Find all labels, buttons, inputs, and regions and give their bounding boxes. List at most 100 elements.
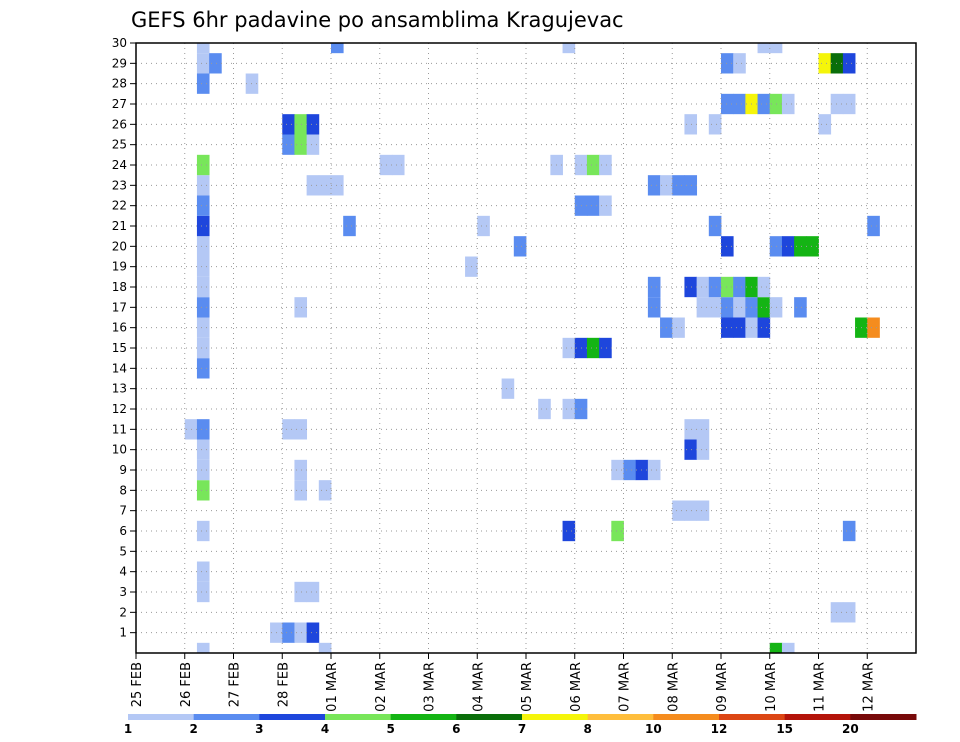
- cell-0: [196, 642, 210, 653]
- cell-132: [721, 53, 734, 74]
- legend-label-12: 12: [711, 722, 728, 736]
- x-tick-label-14: 11 MAR: [813, 662, 828, 712]
- cell-58: [196, 297, 210, 318]
- y-tick-label-20: 20: [112, 239, 127, 253]
- cell-136: [842, 53, 856, 74]
- y-tick-label-19: 19: [112, 260, 127, 274]
- cell-3: [781, 642, 795, 653]
- cell-45: [562, 337, 576, 359]
- cell-109: [586, 154, 600, 176]
- y-tick-label-6: 6: [119, 524, 127, 538]
- cell-77: [757, 276, 771, 298]
- cell-103: [684, 175, 698, 196]
- x-tick-label-3: 28 FEB: [276, 662, 291, 707]
- cell-49: [196, 317, 210, 338]
- legend-swatch-7: [587, 714, 654, 720]
- legend-label-2: 2: [189, 722, 197, 736]
- x-tick-label-0: 25 FEB: [130, 662, 145, 707]
- y-tick-label-28: 28: [112, 77, 127, 91]
- cell-116: [306, 114, 320, 135]
- cell-31: [684, 439, 698, 460]
- cell-60: [647, 297, 661, 318]
- x-tick-label-11: 08 MAR: [666, 662, 681, 712]
- legend-swatch-2: [259, 714, 326, 720]
- cell-128: [196, 73, 210, 94]
- cell-90: [708, 215, 722, 237]
- cell-62: [708, 297, 722, 318]
- cell-20: [696, 500, 710, 521]
- cell-57: [867, 317, 880, 338]
- y-tick-label-18: 18: [112, 280, 127, 294]
- cell-19: [684, 500, 698, 521]
- cell-86: [806, 236, 819, 257]
- y-tick-label-2: 2: [119, 605, 127, 619]
- y-tick-label-3: 3: [119, 585, 127, 599]
- cell-99: [331, 175, 344, 196]
- legend-label-7: 7: [518, 722, 526, 736]
- cell-30: [196, 439, 210, 460]
- cell-59: [294, 297, 308, 318]
- cell-35: [282, 419, 295, 440]
- cell-66: [757, 297, 771, 318]
- cell-115: [294, 114, 308, 135]
- cell-73: [708, 276, 722, 298]
- cell-71: [684, 276, 698, 298]
- legend: 1 2 3 4 5 6 7 8 10 12 15 20: [124, 714, 917, 736]
- cell-117: [684, 114, 698, 135]
- cell-81: [513, 236, 527, 257]
- cell-69: [196, 276, 210, 298]
- cell-87: [196, 215, 210, 237]
- y-tick-label-26: 26: [112, 117, 127, 131]
- cell-53: [733, 317, 746, 338]
- y-tick-label-14: 14: [112, 361, 127, 375]
- cell-82: [721, 236, 734, 257]
- x-tick-label-13: 10 MAR: [764, 662, 779, 712]
- cell-51: [672, 317, 685, 338]
- cell-137: [196, 43, 210, 54]
- cell-24: [196, 459, 210, 481]
- y-tick-label-12: 12: [112, 402, 127, 416]
- legend-swatch-1: [193, 714, 260, 720]
- cell-5: [282, 622, 295, 643]
- cell-15: [562, 520, 576, 542]
- cell-16: [611, 520, 624, 542]
- y-tick-label-5: 5: [119, 544, 127, 558]
- y-tick-label-25: 25: [112, 138, 127, 152]
- cell-134: [818, 53, 832, 74]
- x-tick-label-6: 03 MAR: [423, 662, 438, 712]
- cell-12: [306, 581, 320, 603]
- cell-118: [708, 114, 722, 135]
- cell-140: [757, 43, 771, 54]
- cell-38: [696, 419, 710, 440]
- y-tick-label-4: 4: [119, 565, 127, 579]
- cell-121: [733, 93, 746, 115]
- cell-114: [282, 114, 295, 135]
- cell-26: [611, 459, 624, 481]
- cell-27: [623, 459, 637, 481]
- cell-42: [501, 378, 515, 399]
- y-tick-label-10: 10: [112, 443, 127, 457]
- grid-layer: [136, 42, 916, 653]
- cell-74: [721, 276, 734, 298]
- cell-34: [196, 419, 210, 440]
- cell-70: [647, 276, 661, 298]
- cell-110: [599, 154, 612, 176]
- legend-label-10: 10: [645, 722, 662, 736]
- cell-2: [769, 642, 783, 653]
- cell-106: [391, 154, 405, 176]
- x-tick-label-10: 07 MAR: [618, 662, 633, 712]
- cell-40: [562, 398, 576, 420]
- cells-layer: [184, 43, 880, 653]
- y-tick-label-23: 23: [112, 178, 127, 192]
- legend-label-5: 5: [386, 722, 394, 736]
- cell-47: [586, 337, 600, 359]
- cell-141: [769, 43, 783, 54]
- cell-139: [562, 43, 576, 54]
- cell-100: [647, 175, 661, 196]
- cell-22: [294, 480, 308, 501]
- cell-17: [842, 520, 856, 542]
- cell-85: [794, 236, 807, 257]
- cell-37: [684, 419, 698, 440]
- y-tick-label-13: 13: [112, 382, 127, 396]
- legend-label-15: 15: [776, 722, 793, 736]
